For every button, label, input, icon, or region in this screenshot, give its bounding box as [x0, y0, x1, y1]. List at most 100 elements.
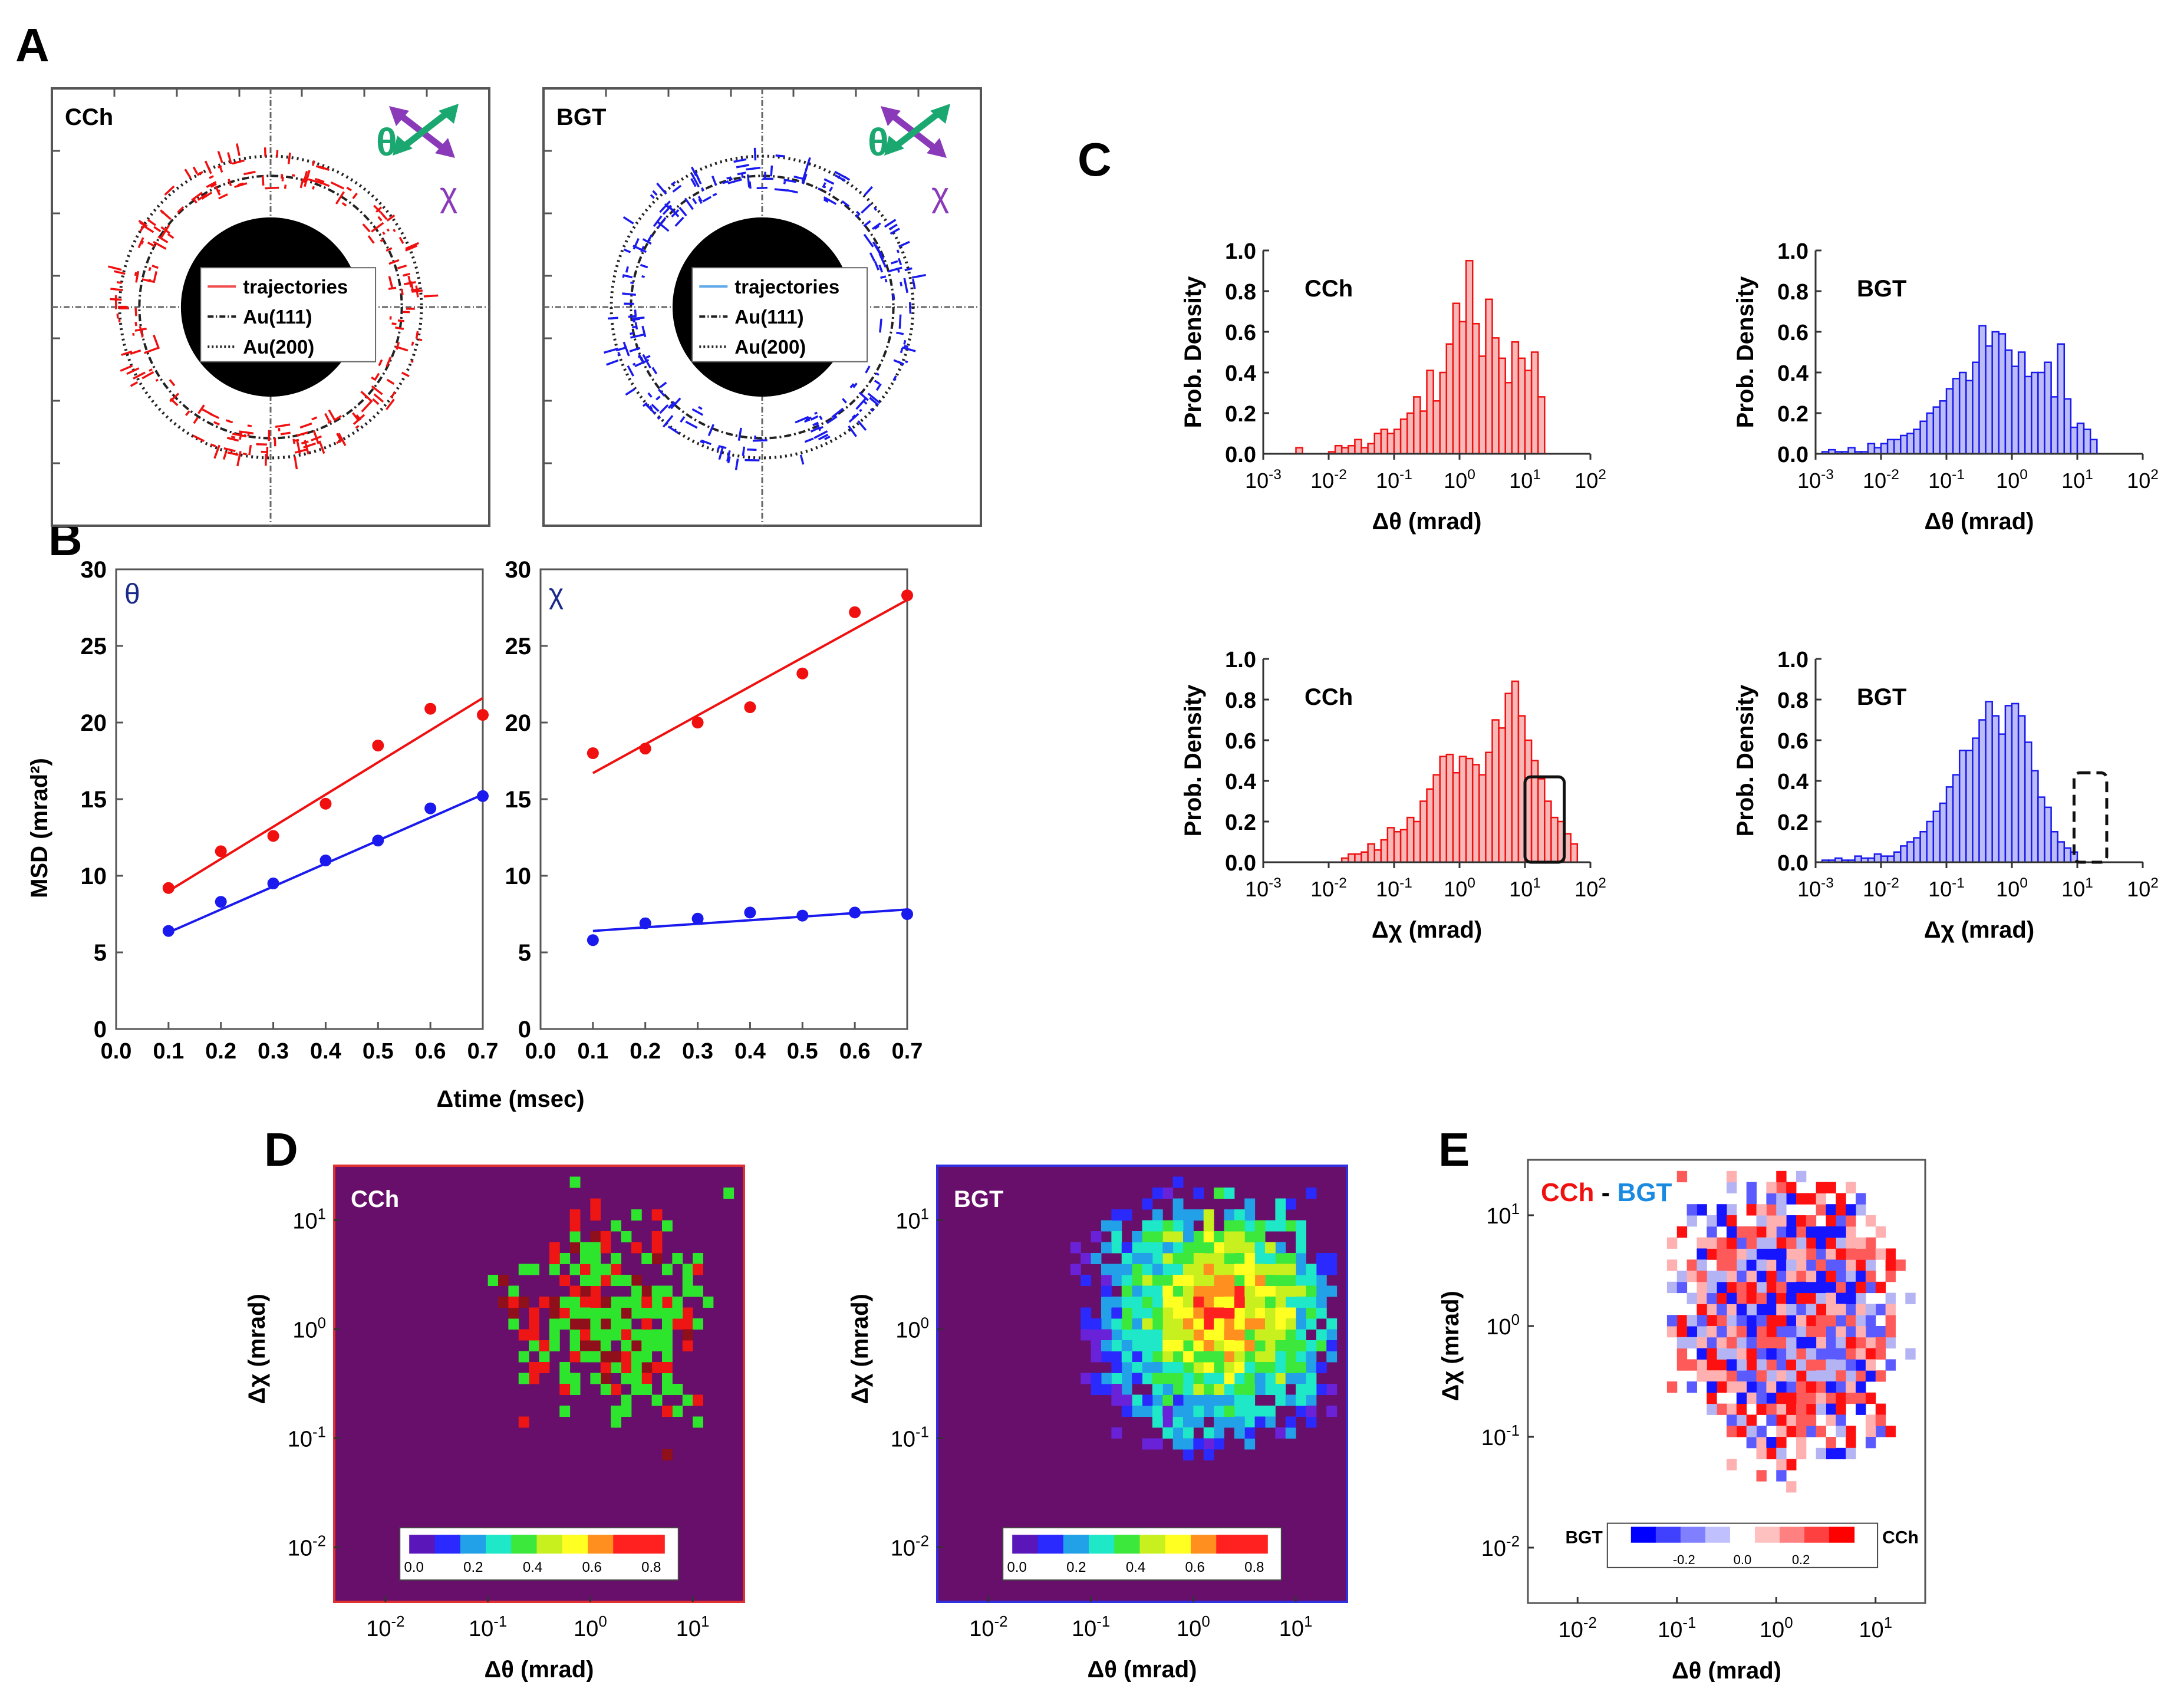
histogram-bgt-chi: 0.00.20.40.60.81.010-3 10-2 10-1 100 101 102Δ…	[1732, 648, 2159, 943]
data-point	[849, 906, 861, 919]
heatmap-cell	[1183, 1318, 1194, 1330]
y-tick-label: 10-1	[1481, 1423, 1520, 1450]
trajectory-segment	[727, 456, 731, 464]
trajectory-segment	[311, 186, 315, 190]
heatmap-cell	[1296, 1285, 1306, 1297]
y-tick-label: 10	[505, 863, 532, 889]
heatmap-cell	[1865, 1326, 1876, 1338]
heatmap-cell	[1172, 1373, 1184, 1384]
heatmap-cell	[1132, 1394, 1142, 1406]
heatmap-cell	[1285, 1318, 1296, 1330]
heatmap-cell	[1203, 1297, 1214, 1308]
trajectory-segment	[197, 171, 203, 176]
colorbar-segment	[588, 1535, 614, 1554]
heatmap-cell	[1806, 1370, 1817, 1382]
trajectory-segment	[707, 424, 714, 436]
heatmap-cell	[631, 1329, 642, 1341]
heatmap-cell	[1316, 1329, 1327, 1341]
heatmap-cell	[1234, 1264, 1245, 1275]
x-tick-label: 0.0	[525, 1039, 556, 1064]
heatmap-cell	[1885, 1248, 1896, 1260]
heatmap-cell	[1111, 1307, 1122, 1319]
heatmap-cell	[1275, 1285, 1286, 1297]
heatmap-cell	[1142, 1373, 1153, 1384]
trajectory-segment	[863, 220, 871, 227]
trajectory-segment	[652, 190, 658, 196]
trajectory-segment	[888, 223, 898, 230]
trajectory-segment	[191, 192, 203, 202]
heatmap-cell	[1736, 1271, 1747, 1282]
trajectory-segment	[280, 431, 291, 436]
heatmap-cell	[1796, 1381, 1807, 1393]
x-tick-label: 0.2	[205, 1039, 236, 1064]
trajectory-segment	[185, 410, 190, 416]
heatmap-cell	[1697, 1259, 1707, 1271]
histogram-bar	[1854, 855, 1862, 863]
colorbar-segment	[536, 1535, 563, 1554]
heatmap-cell	[1285, 1351, 1296, 1363]
histogram-bar	[1334, 444, 1343, 455]
trajectory-segment	[197, 404, 205, 414]
trajectory-segment	[151, 265, 159, 269]
trajectory-segment	[617, 351, 621, 357]
y-tick-label: 0	[518, 1017, 531, 1043]
y-tick-label: 101	[1486, 1201, 1520, 1229]
trajectory-segment	[382, 231, 386, 235]
x-tick-label: 100	[1177, 1614, 1210, 1641]
trajectory-segment	[632, 362, 636, 366]
heatmap-cell	[1816, 1226, 1826, 1238]
histogram-bar	[1913, 837, 1921, 863]
trajectory-segment	[143, 225, 154, 233]
trajectory-segment	[202, 408, 213, 416]
heatmap-cell	[1244, 1198, 1256, 1210]
colorbar-left-label: BGT	[1565, 1528, 1602, 1547]
heatmap-cell	[1172, 1198, 1184, 1210]
heatmap-cell	[1766, 1326, 1777, 1338]
colorbar-segment	[1063, 1535, 1089, 1554]
heatmap-cell	[1727, 1281, 1737, 1294]
heatmap-cell	[1285, 1427, 1296, 1439]
heatmap-cell	[1152, 1285, 1163, 1297]
trajectory-segment	[651, 404, 660, 413]
heatmap-cell	[1244, 1340, 1256, 1351]
trajectory-segment	[857, 420, 867, 431]
heatmap-cell	[1686, 1204, 1697, 1216]
heatmap-cell	[1203, 1220, 1214, 1232]
heatmap-cell	[569, 1307, 581, 1319]
legend-label: trajectories	[243, 276, 348, 298]
data-point	[744, 701, 756, 713]
trajectory-segment	[324, 413, 330, 421]
heatmap-cell	[590, 1242, 601, 1254]
heatmap-cell	[1776, 1326, 1787, 1338]
y-tick-label: 0.8	[1225, 688, 1256, 713]
heatmap-cell	[1796, 1193, 1807, 1205]
histogram-bar	[1445, 343, 1454, 455]
heatmap-cell	[1756, 1337, 1767, 1349]
heatmap-cell	[1756, 1447, 1767, 1460]
highlight-box	[2072, 771, 2109, 864]
heatmap-cell	[1816, 1182, 1826, 1193]
heatmap-cell	[1162, 1406, 1174, 1417]
y-tick-label: 10-2	[1481, 1533, 1520, 1561]
trajectory-segment	[299, 422, 312, 429]
histogram-bar	[1550, 816, 1559, 863]
trajectory-segment	[634, 359, 650, 368]
y-tick-label: 30	[81, 557, 107, 583]
heatmap-cell	[641, 1329, 653, 1341]
heatmap-cell	[1193, 1394, 1204, 1406]
trajectory-segment	[674, 216, 684, 227]
heatmap-cell	[1776, 1381, 1787, 1393]
data-point	[587, 934, 599, 946]
trajectory-segment	[386, 378, 395, 385]
heatmap-cell	[1111, 1231, 1122, 1242]
heatmap-cell	[1727, 1182, 1737, 1193]
heatmap-cell	[1697, 1237, 1707, 1249]
trajectory-segment	[341, 202, 347, 207]
heatmap-cell	[641, 1362, 653, 1373]
heatmap-cell	[1152, 1406, 1163, 1417]
trajectory-segment	[139, 326, 144, 338]
heatmap-cell	[1756, 1326, 1767, 1338]
heatmap-cell	[1676, 1348, 1688, 1360]
trajectory-segment	[659, 404, 669, 414]
heatmap-cell	[1316, 1362, 1327, 1373]
